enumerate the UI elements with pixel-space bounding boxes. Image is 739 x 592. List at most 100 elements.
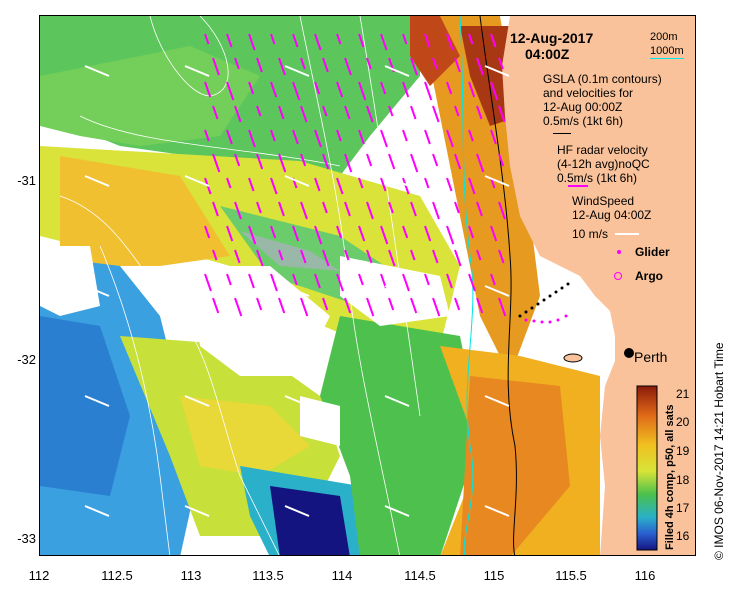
hf-arrow — [410, 105, 417, 120]
hf-arrow — [432, 201, 440, 220]
hf-legend-line1: HF radar velocity — [557, 143, 648, 157]
hf-arrow — [292, 33, 299, 48]
hf-arrow — [234, 153, 241, 167]
hf-arrow — [344, 153, 353, 173]
wind-arrow — [84, 175, 110, 187]
hf-arrow — [432, 297, 441, 317]
contour-200-label: 200m — [650, 31, 678, 43]
wind-arrow — [284, 65, 310, 77]
hf-arrow — [424, 33, 431, 48]
hf-arrow — [476, 105, 483, 120]
wind-arrow — [484, 505, 510, 517]
colorbar-label-18: 18 — [676, 473, 690, 487]
hf-arrow — [498, 297, 507, 317]
hf-arrow — [336, 225, 343, 239]
hf-arrow — [204, 225, 211, 239]
hf-arrow — [388, 153, 396, 170]
glider-recent-track — [524, 314, 568, 324]
hf-arrow — [498, 201, 506, 220]
hf-arrow — [314, 273, 321, 289]
hf-arrow — [278, 249, 284, 261]
hf-arrow — [204, 129, 210, 142]
credit-text: © IMOS 06-Nov-2017 14:21 Hobart Time — [712, 342, 726, 560]
x-tick-115: 115 — [483, 568, 505, 583]
hf-arrow — [402, 33, 408, 45]
colorbar — [636, 385, 658, 551]
wind-arrow — [484, 65, 510, 77]
hf-arrow — [204, 273, 212, 292]
wind-arrow — [284, 285, 310, 297]
hf-arrow — [366, 153, 373, 167]
hf-arrow — [204, 33, 210, 45]
hf-arrow — [468, 273, 476, 292]
contour-1000-swatch — [650, 58, 684, 59]
hf-radar-arrows — [204, 33, 507, 317]
hf-arrow — [278, 297, 286, 314]
wind-arrow — [84, 65, 110, 77]
gsla-legend-line3: 12-Aug 00:00Z — [543, 100, 623, 114]
colorbar-title: Filled 4h comp, p50, all sats — [664, 404, 676, 551]
wind-arrow — [384, 175, 410, 187]
wind-legend-line1: WindSpeed — [572, 194, 635, 208]
hf-arrow — [212, 105, 219, 120]
hf-arrow — [432, 249, 439, 264]
hf-arrow — [336, 129, 342, 142]
hf-arrow — [234, 105, 242, 123]
hf-arrow — [314, 81, 321, 95]
hf-arrow — [300, 153, 307, 167]
hf-arrow — [388, 249, 396, 267]
hf-arrow — [432, 57, 438, 70]
hf-arrow — [300, 105, 308, 123]
hf-arrow — [226, 33, 233, 48]
map-time: 04:00Z — [525, 46, 570, 62]
gsla-legend-line1: GSLA (0.1m contours) — [543, 72, 662, 86]
hf-arrow — [366, 297, 375, 317]
hf-legend-line2: (4-12h avg)noQC — [557, 157, 650, 171]
map-panel — [39, 15, 696, 556]
colorbar-label-21: 21 — [676, 387, 690, 401]
contour-200m — [479, 16, 517, 555]
hf-arrow — [234, 57, 240, 70]
wind-arrow — [484, 175, 510, 187]
hf-arrow — [402, 81, 410, 98]
hf-arrow — [490, 129, 497, 145]
hf-arrow — [380, 81, 387, 95]
hf-arrow — [366, 201, 374, 220]
hf-arrow — [410, 297, 418, 314]
hf-arrow — [292, 273, 298, 286]
gsla-legend-scale: 0.5m/s (1kt 6h) — [543, 114, 624, 128]
hf-arrow — [468, 225, 475, 239]
hf-arrow — [344, 105, 351, 120]
gsla-legend-line2: and velocities for — [543, 86, 634, 100]
hf-arrow — [314, 225, 323, 245]
hf-arrow — [410, 249, 416, 261]
wind-legend-scale: 10 m/s — [572, 227, 609, 241]
hf-arrow — [314, 33, 322, 51]
hf-arrow — [226, 81, 235, 101]
hf-arrow — [366, 57, 372, 70]
wind-arrow — [384, 65, 410, 77]
wind-legend-line2: 12-Aug 04:00Z — [572, 208, 652, 222]
hf-arrow — [270, 129, 276, 142]
hf-arrow — [278, 57, 286, 76]
x-tick-115.5: 115.5 — [555, 568, 587, 583]
hf-arrow — [432, 153, 439, 167]
contour-1000-label: 1000m — [650, 45, 684, 57]
hf-arrow — [366, 249, 373, 264]
hf-arrow — [344, 201, 351, 217]
hf-arrow — [212, 201, 219, 217]
wind-arrow — [184, 505, 210, 517]
colorbar-label-19: 19 — [676, 444, 690, 458]
hf-arrow — [212, 249, 218, 261]
wind-arrow — [384, 285, 410, 297]
hf-arrow — [270, 225, 277, 239]
hf-arrow — [278, 105, 285, 120]
hf-arrow — [358, 177, 364, 189]
hf-arrow — [388, 297, 395, 311]
hf-arrow — [248, 177, 255, 192]
hf-arrow — [490, 81, 499, 101]
hf-arrow — [248, 129, 256, 148]
hf-arrow — [410, 153, 419, 173]
hf-arrow — [446, 129, 454, 148]
hf-arrow — [270, 177, 278, 195]
